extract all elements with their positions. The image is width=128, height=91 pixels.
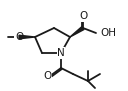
Polygon shape (70, 26, 84, 37)
Text: O: O (79, 11, 87, 21)
Text: O: O (43, 71, 51, 81)
Text: OH: OH (100, 28, 116, 38)
Polygon shape (19, 35, 35, 39)
Text: O: O (15, 32, 23, 42)
Text: N: N (57, 48, 65, 58)
